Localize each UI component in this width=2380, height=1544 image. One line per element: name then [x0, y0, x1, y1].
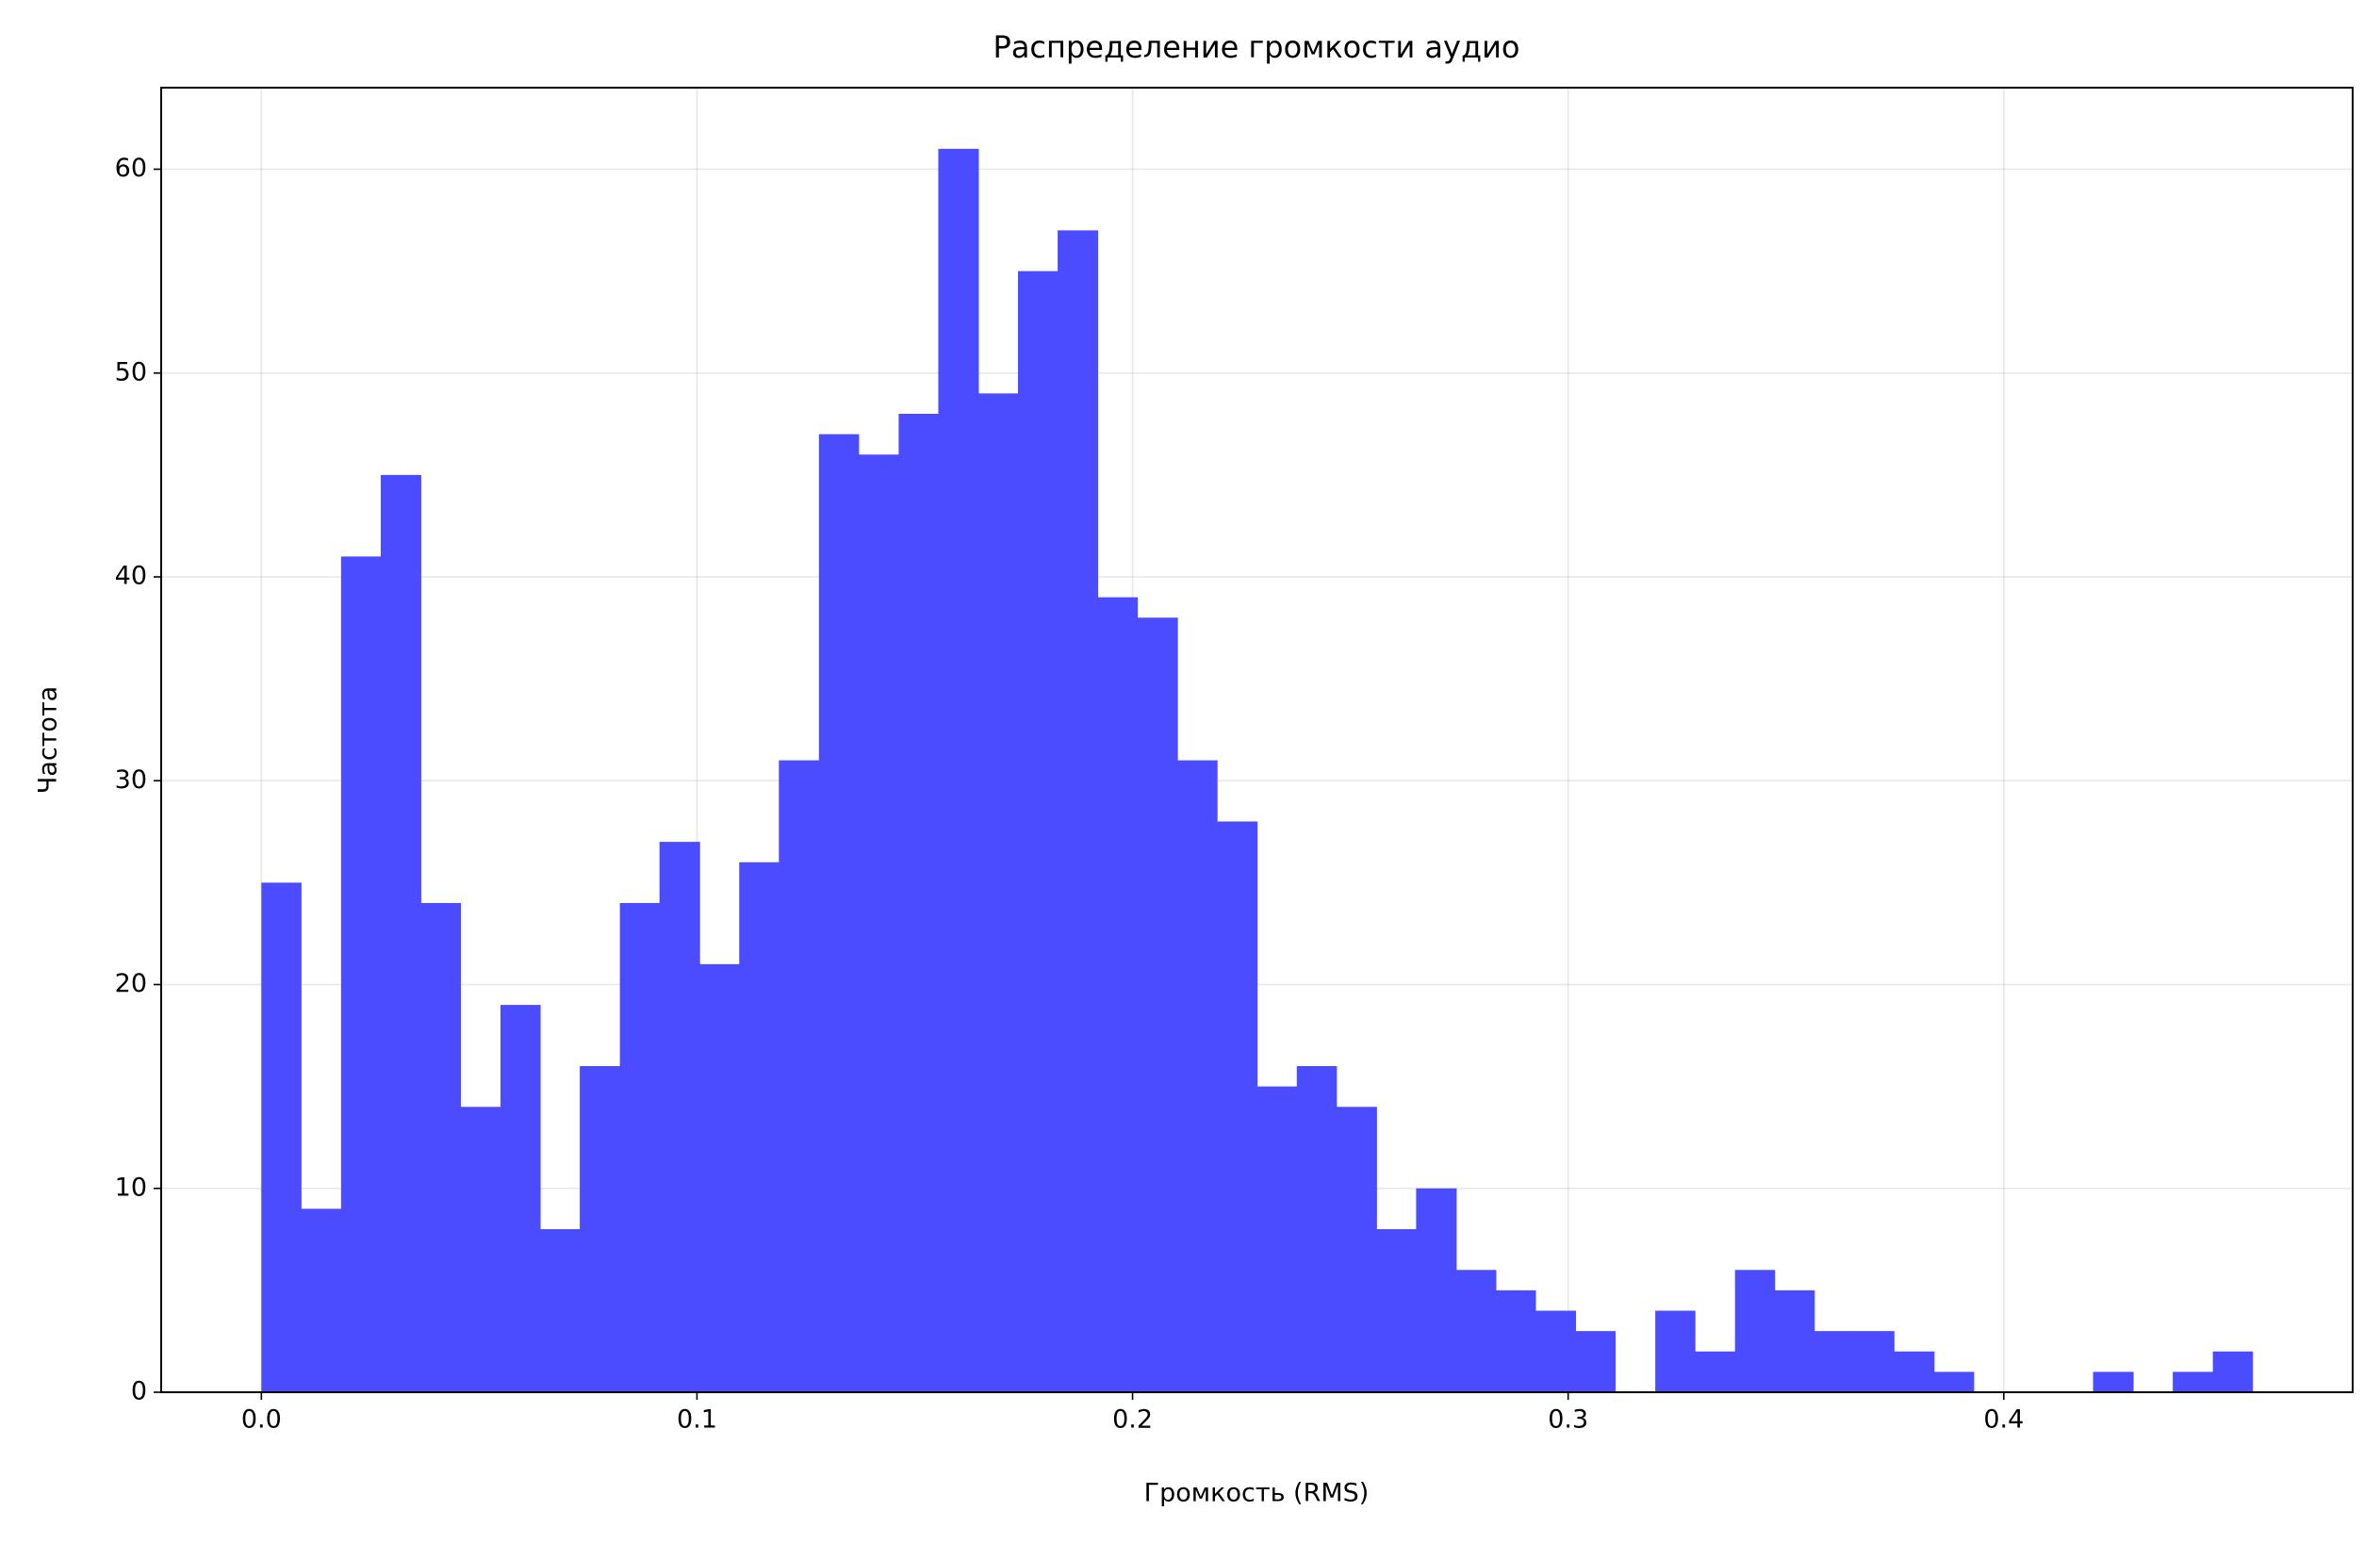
bar	[1018, 271, 1059, 1392]
bar	[1416, 1188, 1457, 1392]
bar	[858, 454, 899, 1392]
bar	[1894, 1351, 1935, 1392]
bar	[1495, 1289, 1536, 1392]
bar	[1814, 1331, 1855, 1392]
x-tick-label: 0.0	[241, 1405, 282, 1435]
bar	[1695, 1351, 1736, 1392]
bar	[301, 1208, 342, 1392]
bar	[540, 1229, 581, 1392]
x-tick-label: 0.1	[677, 1405, 717, 1435]
bar	[739, 862, 780, 1392]
bar	[1256, 1086, 1298, 1392]
bar	[1774, 1289, 1815, 1392]
y-axis-label: Частота	[34, 686, 63, 794]
bar	[1734, 1270, 1776, 1392]
bar	[2093, 1372, 2134, 1392]
bar	[1296, 1066, 1338, 1392]
bar	[501, 1005, 541, 1392]
plot-frame	[160, 87, 2354, 1393]
x-tick-label: 0.2	[1112, 1405, 1153, 1435]
y-tick-label: 60	[115, 154, 147, 183]
bar	[619, 903, 661, 1392]
x-tick-label: 0.3	[1548, 1405, 1588, 1435]
bar	[1854, 1331, 1895, 1392]
y-tick-label: 30	[115, 765, 147, 795]
bar	[261, 882, 302, 1392]
bar	[1455, 1270, 1497, 1392]
bar	[1217, 821, 1258, 1392]
y-tick-label: 50	[115, 357, 147, 386]
bar	[659, 842, 700, 1392]
bar	[1655, 1310, 1696, 1392]
bar	[1097, 597, 1139, 1392]
bar	[2173, 1372, 2214, 1392]
bar	[1058, 230, 1099, 1392]
chart-title: Распределение громкости аудио	[993, 29, 1520, 65]
bar	[1336, 1107, 1377, 1392]
bar	[340, 556, 382, 1392]
x-axis-label: Громкость (RMS)	[1144, 1479, 1370, 1508]
bar	[977, 393, 1019, 1392]
bar	[420, 903, 461, 1392]
y-tick-label: 10	[115, 1173, 147, 1202]
bar	[898, 414, 939, 1392]
bar	[818, 434, 860, 1392]
bar	[779, 760, 820, 1392]
bar	[1137, 617, 1178, 1392]
bar	[1376, 1229, 1417, 1392]
bar	[460, 1107, 501, 1392]
bar	[938, 148, 979, 1392]
bar	[380, 474, 421, 1392]
bar	[1933, 1372, 1975, 1392]
bar	[1535, 1310, 1577, 1392]
bar	[1177, 760, 1218, 1392]
bar	[580, 1066, 621, 1392]
y-tick-label: 0	[131, 1377, 147, 1406]
y-tick-label: 20	[115, 969, 147, 998]
x-tick-label: 0.4	[1983, 1405, 2024, 1435]
bar	[2212, 1351, 2254, 1392]
y-tick-label: 40	[115, 562, 147, 591]
bar	[699, 963, 740, 1392]
bar	[1575, 1331, 1617, 1392]
